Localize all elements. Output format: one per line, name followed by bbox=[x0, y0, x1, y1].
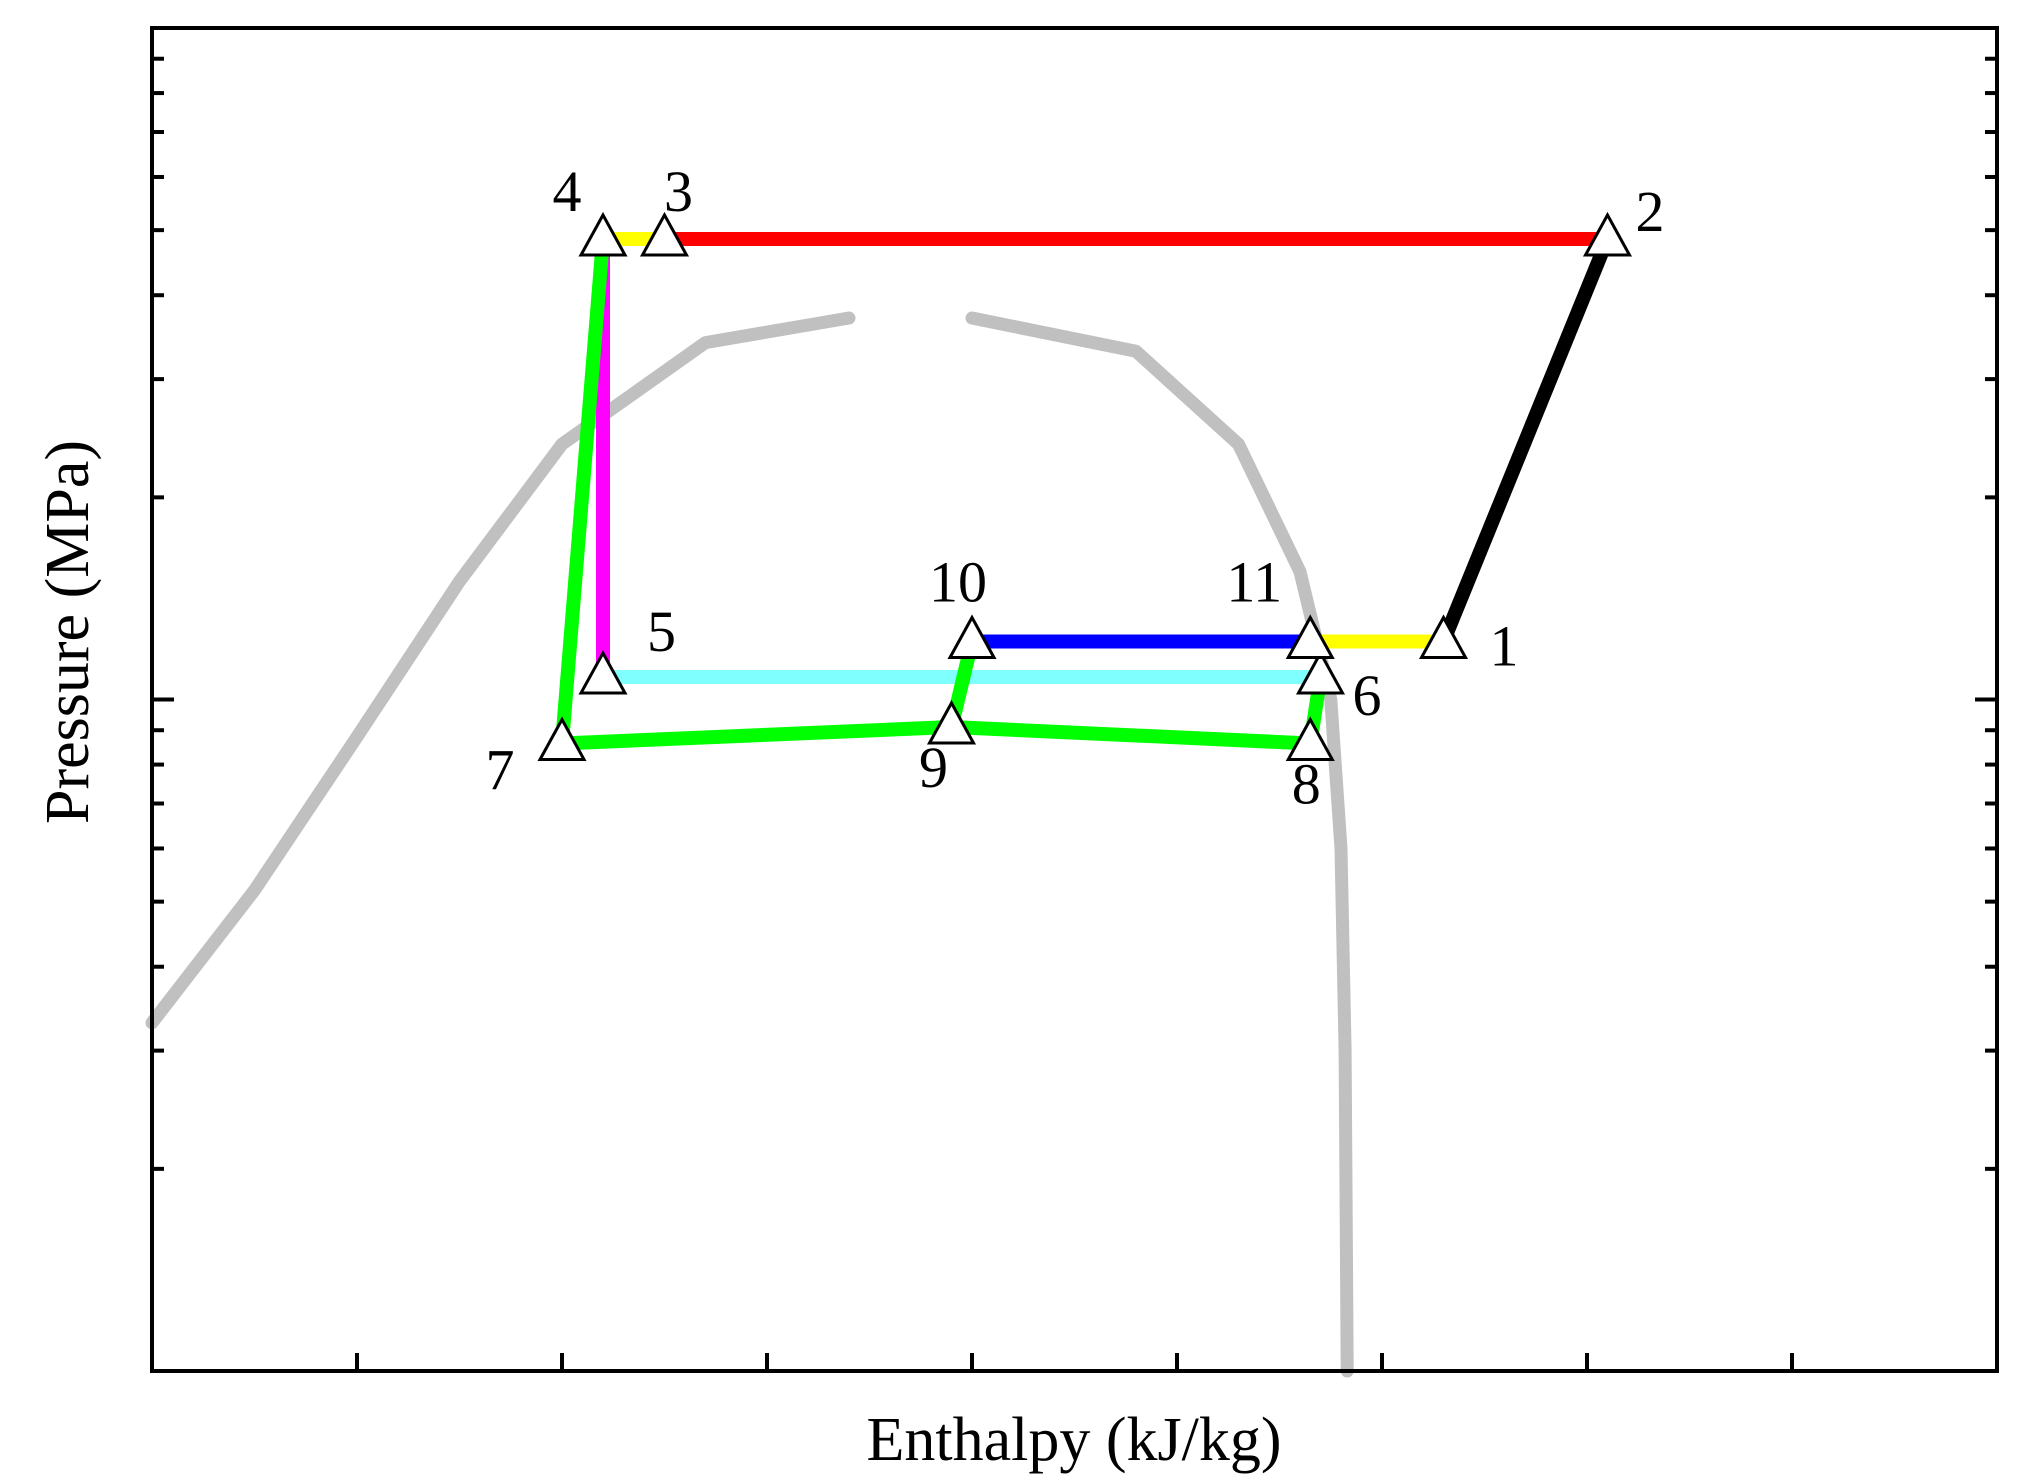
axis-ticks bbox=[152, 56, 1997, 1371]
point-label-5: 5 bbox=[647, 599, 676, 664]
marker-point-7 bbox=[537, 716, 587, 761]
marker-point-6 bbox=[1295, 649, 1346, 695]
cycle-segments bbox=[555, 232, 1614, 751]
state-point-labels: 1 2 3 4 5 6 7 8 9 10 11 bbox=[486, 159, 1665, 816]
y-axis-label: Pressure (MPa) bbox=[34, 440, 102, 824]
marker-point-10 bbox=[947, 614, 997, 660]
point-label-9: 9 bbox=[919, 735, 948, 800]
point-label-1: 1 bbox=[1490, 614, 1519, 679]
marker-point-4 bbox=[578, 211, 628, 257]
segment-1-2 bbox=[1437, 236, 1614, 645]
marker-point-1 bbox=[1418, 614, 1469, 660]
marker-point-9 bbox=[926, 699, 977, 745]
marker-point-2 bbox=[1582, 211, 1633, 257]
state-point-markers bbox=[537, 211, 1633, 761]
point-label-10: 10 bbox=[929, 550, 987, 615]
plot-frame bbox=[150, 26, 1999, 1373]
segment-4-7 bbox=[555, 238, 610, 745]
marker-point-5 bbox=[578, 649, 628, 695]
segment-7-9 bbox=[561, 720, 952, 751]
point-label-4: 4 bbox=[553, 159, 582, 224]
point-label-7: 7 bbox=[486, 737, 515, 802]
segment-9-8 bbox=[951, 720, 1311, 751]
saturated-liquid-line bbox=[145, 311, 856, 1030]
marker-point-11 bbox=[1285, 614, 1335, 660]
point-label-2: 2 bbox=[1636, 179, 1665, 244]
saturation-dome bbox=[145, 311, 1354, 1378]
point-label-6: 6 bbox=[1353, 663, 1382, 728]
marker-point-8 bbox=[1285, 716, 1335, 761]
saturated-vapor-line bbox=[965, 311, 1354, 1378]
point-label-3: 3 bbox=[664, 159, 693, 224]
x-axis-label: Enthalpy (kJ/kg) bbox=[867, 1406, 1282, 1474]
point-label-8: 8 bbox=[1292, 751, 1321, 816]
marker-point-3 bbox=[639, 211, 690, 257]
point-label-11: 11 bbox=[1226, 550, 1282, 615]
